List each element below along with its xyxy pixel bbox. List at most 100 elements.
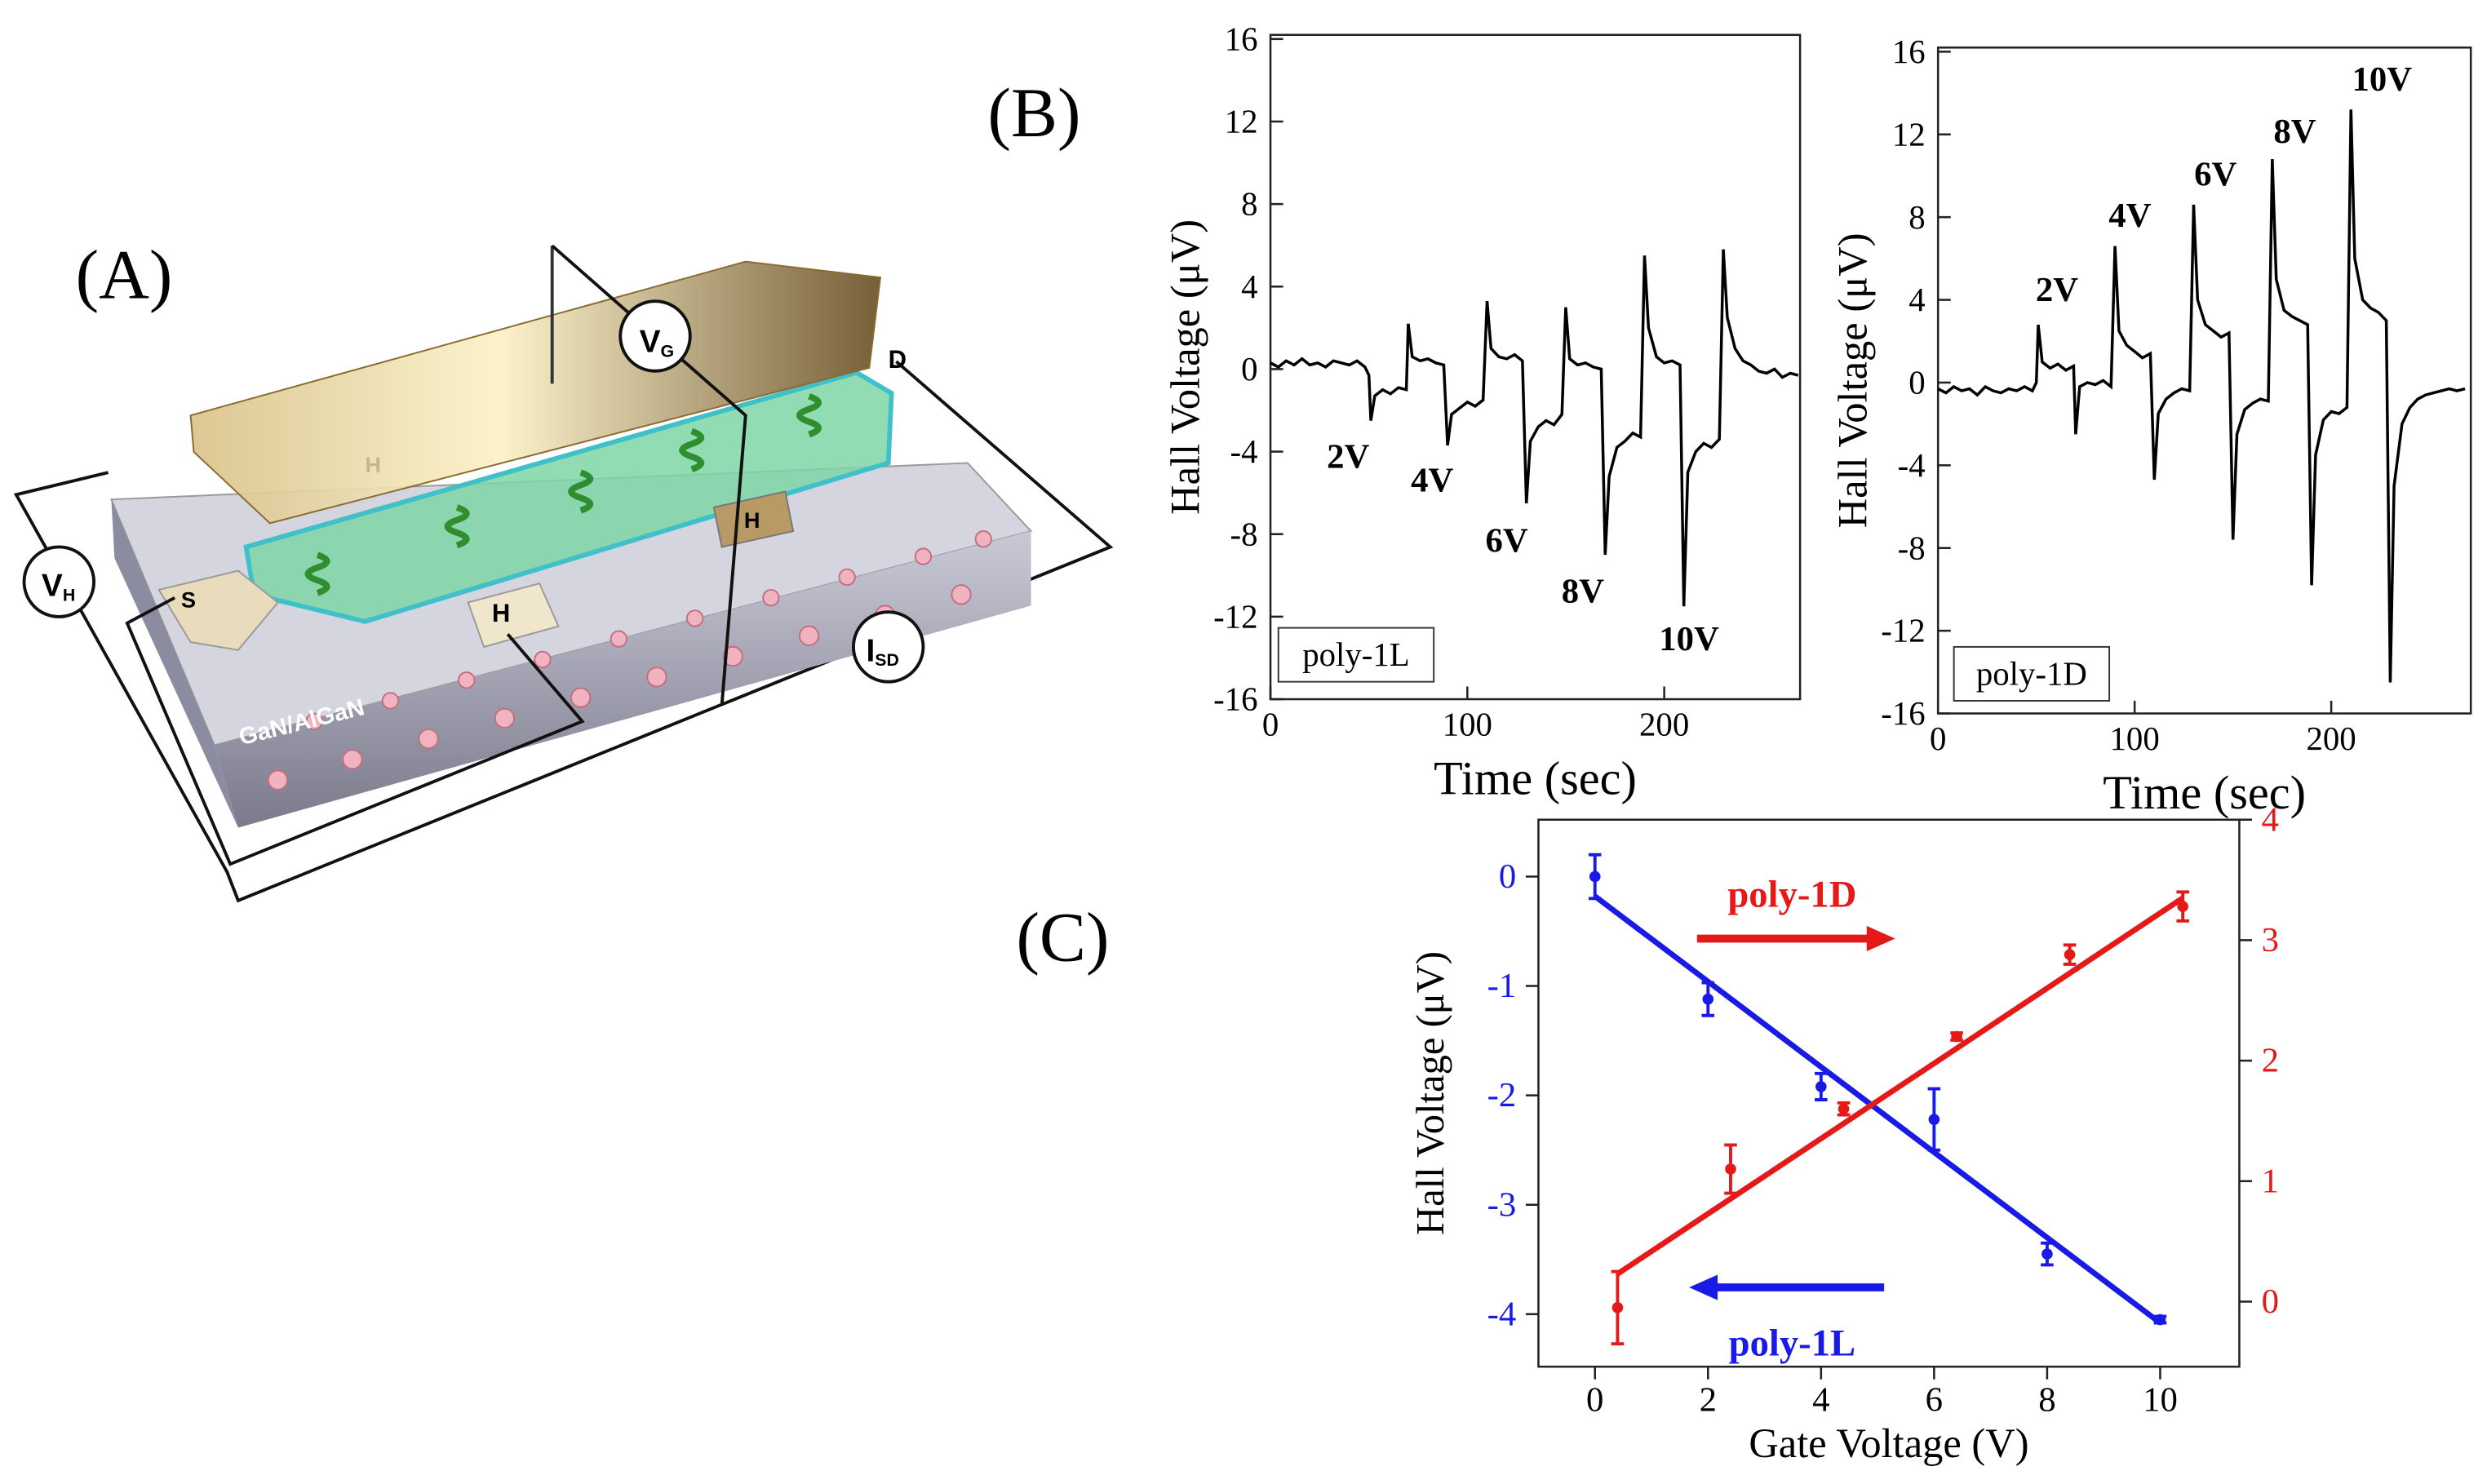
step-label: 8V <box>2273 113 2316 151</box>
trace <box>1937 109 2466 683</box>
sample-box <box>1953 645 2111 702</box>
x-tick-label: 100 <box>1443 707 1492 743</box>
y-tick-label: 0 <box>1241 351 1257 388</box>
step-label: 10V <box>2352 60 2413 99</box>
springs <box>304 393 822 596</box>
y-tick-label: 12 <box>1892 116 1926 153</box>
y-tick-label: 16 <box>1892 33 1926 70</box>
step-label: 6V <box>1485 521 1527 560</box>
diagram-label: ISD <box>866 633 898 670</box>
step-label: 4V <box>2108 197 2151 235</box>
y-tick-label: 16 <box>1225 20 1258 57</box>
substrate-front <box>214 531 1031 828</box>
diagram-label: VG <box>640 324 675 361</box>
data-point <box>2064 949 2076 960</box>
data-point <box>1928 1114 1940 1125</box>
meter-circle <box>618 299 692 373</box>
wire <box>125 596 585 866</box>
label-subscript: G <box>660 341 674 361</box>
data-point <box>2041 1248 2053 1260</box>
step-label: 8V <box>1562 572 1604 610</box>
step-label: 2V <box>2036 271 2078 309</box>
substrate-side <box>111 499 238 828</box>
y-tick-label: -8 <box>1230 516 1258 552</box>
data-point <box>1702 993 1714 1005</box>
x-tick-label: 0 <box>1586 1381 1603 1420</box>
y-tick-label: 0 <box>1499 857 1516 896</box>
plot-frame <box>1537 818 2241 1368</box>
x-tick-label: 200 <box>2306 720 2356 757</box>
x-tick-label: 2 <box>1700 1381 1717 1420</box>
x-tick-label: 6 <box>1926 1381 1943 1420</box>
contact-pad <box>712 490 795 548</box>
x-tick-label: 8 <box>2038 1381 2055 1420</box>
series-annotation: poly-1L <box>1729 1322 1855 1365</box>
sample-label: poly-1D <box>1976 656 2087 693</box>
arrow-head <box>1689 1274 1718 1300</box>
y2-tick-label: 1 <box>2262 1162 2279 1200</box>
y-tick-label: -2 <box>1487 1076 1517 1114</box>
y-tick-label: -4 <box>1898 447 1926 484</box>
meter-circle <box>851 610 925 684</box>
panel-label: (A) <box>76 237 173 313</box>
y-tick-label: 8 <box>1908 199 1925 236</box>
y2-tick-label: 0 <box>2262 1282 2279 1321</box>
series-annotation: poly-1D <box>1727 874 1856 916</box>
x-tick-label: 0 <box>1930 720 1946 757</box>
step-label: 2V <box>1327 437 1369 476</box>
data-point <box>1838 1103 1850 1114</box>
sample-box <box>1277 627 1435 683</box>
data-point <box>1611 1302 1624 1313</box>
label-text: I <box>866 633 875 668</box>
arrow-head <box>1866 925 1895 952</box>
label-subscript: H <box>63 586 75 605</box>
data-point <box>2154 1313 2166 1326</box>
x-axis-title: Time (sec) <box>1434 752 1637 805</box>
panel-label: (B) <box>987 75 1080 152</box>
y-tick-label: -16 <box>1881 695 1925 732</box>
step-label: 10V <box>1659 620 1719 658</box>
label-text: V <box>640 324 661 359</box>
fit-line <box>1616 895 2185 1277</box>
data-point <box>1725 1163 1736 1175</box>
wire <box>13 360 1114 903</box>
data-point <box>1951 1030 1962 1043</box>
diagram-label: H <box>492 599 510 627</box>
x-tick-label: 200 <box>1639 707 1689 743</box>
y-tick-label: 4 <box>1908 281 1925 318</box>
label-subscript: SD <box>875 650 899 670</box>
y-tick-label: 12 <box>1225 104 1258 140</box>
diagram-label: H <box>744 507 760 533</box>
x-axis-title: Gate Voltage (V) <box>1749 1420 2028 1466</box>
y-tick-label: 8 <box>1241 186 1257 223</box>
y2-tick-label: 4 <box>2262 800 2279 839</box>
contact-pad <box>467 583 560 649</box>
y2-tick-label: 3 <box>2262 921 2279 959</box>
y-tick-label: -12 <box>1881 613 1925 649</box>
diagram-label: S <box>181 587 196 612</box>
x-tick-label: 10 <box>2143 1381 2178 1420</box>
data-point <box>2177 901 2188 912</box>
y-tick-label: -12 <box>1213 598 1257 635</box>
y-tick-label: -4 <box>1487 1295 1517 1333</box>
diagram-label: VH <box>42 569 75 605</box>
y-tick-label: -4 <box>1230 433 1258 470</box>
y-tick-label: 4 <box>1241 268 1257 305</box>
y-tick-label: -16 <box>1213 681 1257 718</box>
x-tick-label: 100 <box>2110 720 2160 757</box>
fit-line <box>1593 893 2162 1326</box>
panel-label: (C) <box>1016 900 1109 977</box>
plot-frame <box>1269 33 1802 701</box>
step-label: 6V <box>2194 155 2237 193</box>
y2-tick-label: 2 <box>2262 1042 2279 1080</box>
x-axis-title: Time (sec) <box>2103 766 2306 819</box>
diagram-label: H <box>365 452 381 477</box>
trace <box>1270 249 1799 607</box>
y-tick-label: -8 <box>1898 529 1926 566</box>
y-tick-label: -1 <box>1487 967 1517 1005</box>
y-tick-label: 0 <box>1908 365 1925 401</box>
data-point <box>1589 870 1601 883</box>
diagram-label: D <box>889 345 907 374</box>
